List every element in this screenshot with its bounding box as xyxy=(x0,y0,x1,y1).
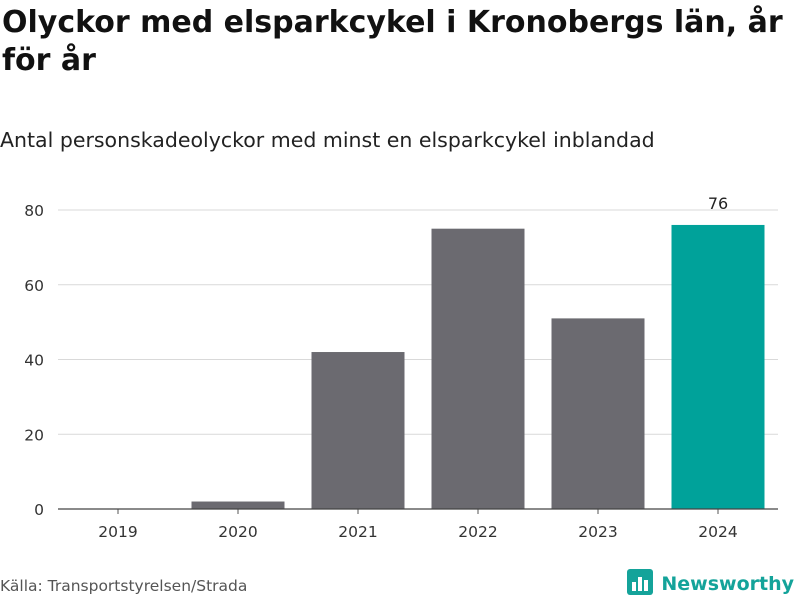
chart-subtitle: Antal personskadeolyckor med minst en el… xyxy=(0,128,655,152)
data-label: 76 xyxy=(708,194,728,213)
bar xyxy=(671,224,765,509)
bar-chart-logo-icon xyxy=(627,569,654,599)
x-tick-label: 2021 xyxy=(338,523,377,541)
y-tick-label: 80 xyxy=(24,202,44,220)
y-tick-label: 0 xyxy=(34,501,44,519)
y-tick-label: 20 xyxy=(24,426,44,444)
source-note: Källa: Transportstyrelsen/Strada xyxy=(0,577,248,595)
x-tick-label: 2020 xyxy=(218,523,257,541)
x-tick-label: 2019 xyxy=(98,523,137,541)
x-tick-label: 2023 xyxy=(578,523,617,541)
x-tick-label: 2022 xyxy=(458,523,497,541)
bar-chart: 0 20 40 60 80 2019 2020 2021 2022 2023 2024 76 xyxy=(24,194,778,541)
bar xyxy=(431,228,525,509)
x-tick-label: 2024 xyxy=(698,523,737,541)
chart-title: Olyckor med elsparkcykel i Kronobergs lä… xyxy=(2,5,783,78)
brand-logo[interactable]: Newsworthy xyxy=(627,569,794,599)
y-tick-label: 60 xyxy=(24,277,44,295)
y-tick-label: 40 xyxy=(24,352,44,370)
brand-name: Newsworthy xyxy=(661,573,794,595)
bar xyxy=(551,318,645,509)
bar xyxy=(311,352,405,509)
bar xyxy=(191,501,285,509)
